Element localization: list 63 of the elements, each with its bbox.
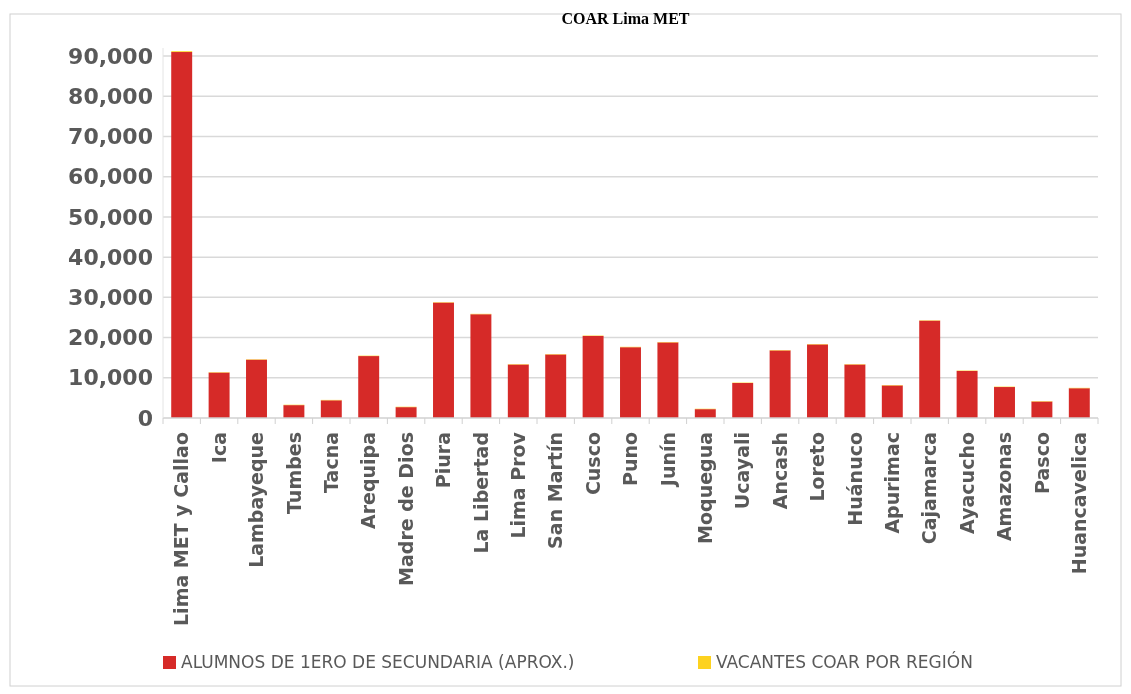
y-tick-label: 20,000 <box>68 325 153 351</box>
x-tick-label: Apurimac <box>880 432 903 534</box>
chart-title: COAR Lima MET <box>561 10 690 27</box>
x-tick-label: Huancavelica <box>1067 432 1090 575</box>
x-tick-label: Lambayeque <box>245 432 268 568</box>
x-tick-label: Moquegua <box>693 432 716 544</box>
x-tick-label: Lima Prov <box>506 431 529 539</box>
bar <box>1068 388 1090 418</box>
bar <box>919 320 941 418</box>
bar <box>582 335 604 418</box>
bar <box>470 314 492 418</box>
bar <box>358 356 380 418</box>
bar <box>395 407 417 418</box>
legend-label: ALUMNOS DE 1ERO DE SECUNDARIA (APROX.) <box>181 652 575 672</box>
bar <box>732 383 754 418</box>
y-tick-label: 30,000 <box>68 285 153 311</box>
y-tick-label: 70,000 <box>68 124 153 150</box>
x-tick-label: Ucayali <box>731 432 754 510</box>
x-tick-label: Ica <box>207 432 230 464</box>
bar <box>208 372 230 418</box>
x-tick-label: La Libertad <box>469 432 492 554</box>
bar <box>844 364 866 418</box>
x-tick-label: Amazonas <box>993 432 1016 542</box>
x-tick-label: San Martín <box>544 432 567 549</box>
x-tick-label: Piura <box>432 432 455 489</box>
bar <box>657 342 679 418</box>
x-tick-label: Ayacucho <box>955 432 978 534</box>
x-tick-label: Pasco <box>1030 432 1053 494</box>
x-tick-label: Junín <box>656 432 679 489</box>
bar <box>769 350 791 418</box>
x-tick-label: Madre de Dios <box>394 432 417 586</box>
y-tick-label: 40,000 <box>68 244 153 270</box>
bar <box>246 359 267 418</box>
bar <box>694 409 716 418</box>
bar <box>807 344 828 418</box>
x-tick-label: Tumbes <box>282 432 305 514</box>
y-tick-label: 0 <box>137 405 153 431</box>
y-tick-label: 60,000 <box>68 164 153 190</box>
bar <box>433 302 454 418</box>
bar <box>881 385 903 418</box>
x-tick-label: Arequipa <box>357 432 380 530</box>
x-tick-label: Lima MET y Callao <box>170 432 193 626</box>
bar <box>1031 401 1053 418</box>
bar <box>171 52 193 418</box>
bar <box>956 370 978 418</box>
y-tick-label: 50,000 <box>68 204 153 230</box>
bar <box>545 354 567 418</box>
bar <box>507 364 529 418</box>
x-tick-label: Puno <box>619 432 642 487</box>
y-tick-label: 90,000 <box>68 43 153 69</box>
x-tick-label: Loreto <box>806 432 829 502</box>
x-tick-label: Huánuco <box>843 432 866 526</box>
legend-label: VACANTES COAR POR REGIÓN <box>716 651 973 672</box>
x-tick-label: Tacna <box>319 432 342 493</box>
bar <box>283 405 305 418</box>
y-tick-label: 10,000 <box>68 365 153 391</box>
x-tick-label: Cajamarca <box>918 432 941 545</box>
bar <box>994 387 1015 418</box>
bar <box>620 347 641 418</box>
x-tick-label: Cusco <box>581 432 604 496</box>
x-tick-label: Ancash <box>768 432 791 510</box>
y-tick-label: 80,000 <box>68 83 153 109</box>
bar <box>320 400 342 418</box>
